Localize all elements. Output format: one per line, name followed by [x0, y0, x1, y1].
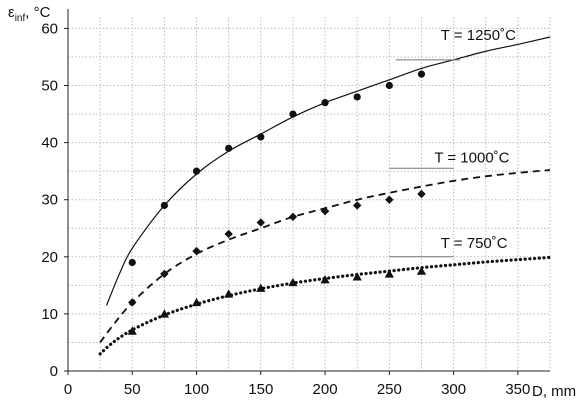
data-point-diamond — [256, 218, 265, 227]
fit-curves — [98, 36, 552, 356]
data-point-circle — [321, 99, 329, 107]
data-point-circle — [289, 110, 297, 118]
data-point-circle — [385, 81, 393, 90]
y-axis-subscript: inf — [15, 13, 26, 24]
y-axis-symbol: ε — [8, 4, 15, 21]
data-point-triangle — [256, 283, 266, 292]
x-tick-label: 250 — [377, 381, 402, 398]
grid — [68, 17, 551, 371]
data-point-triangle — [159, 309, 169, 318]
series-label-2: T = 750˚C — [441, 235, 508, 252]
data-point-circle — [257, 133, 265, 141]
data-point-diamond — [192, 246, 201, 256]
axes — [64, 9, 550, 375]
data-point-circle — [225, 144, 233, 152]
data-point-triangle — [416, 266, 427, 275]
data-point-circle — [353, 93, 361, 101]
x-tick-label: 0 — [64, 381, 72, 398]
fit-curve-series-2 — [98, 255, 552, 356]
data-point-diamond — [128, 298, 137, 307]
y-tick-label: 10 — [41, 306, 58, 323]
series-label-0: T = 1250˚C — [441, 27, 516, 44]
data-point-circle — [160, 201, 168, 210]
y-axis-label: εinf, °C — [8, 4, 51, 24]
fit-curve-series-1 — [99, 169, 551, 343]
x-tick-label: 200 — [313, 381, 338, 398]
data-point-triangle — [288, 277, 298, 287]
data-point-diamond — [385, 195, 394, 204]
data-point-circle — [192, 167, 201, 175]
fit-curve-series-0 — [106, 36, 551, 306]
data-point-triangle — [320, 275, 330, 284]
y-tick-label: 40 — [41, 135, 58, 152]
x-tick-label: 300 — [441, 381, 466, 398]
x-tick-label: 100 — [184, 381, 209, 398]
y-axis-unit: , °C — [25, 4, 50, 21]
data-point-diamond — [160, 269, 169, 279]
series-label-1: T = 1000˚C — [434, 150, 509, 167]
y-tick-label: 60 — [41, 20, 58, 37]
data-point-triangle — [191, 297, 202, 307]
data-point-diamond — [353, 201, 362, 210]
data-point-triangle — [352, 272, 362, 281]
data-point-diamond — [224, 229, 233, 239]
data-markers — [127, 70, 427, 335]
x-tick-label: 150 — [248, 381, 273, 398]
y-tick-label: 20 — [41, 249, 58, 266]
data-point-circle — [417, 70, 426, 78]
tick-labels: 0 50 100 150 200 250 300 350 0 10 20 30 40 50 60 — [41, 20, 530, 398]
x-tick-label: 50 — [124, 381, 141, 398]
data-point-diamond — [417, 189, 426, 199]
y-tick-label: 50 — [41, 78, 58, 95]
annotations: T = 1250˚C T = 1000˚C T = 750˚C — [389, 27, 516, 258]
y-tick-label: 30 — [41, 192, 58, 209]
data-point-triangle — [224, 289, 234, 298]
data-point-circle — [128, 258, 136, 267]
x-axis-label: D, mm — [532, 383, 576, 400]
x-tick-label: 350 — [505, 381, 530, 398]
data-point-triangle — [127, 326, 137, 335]
data-point-diamond — [320, 206, 330, 216]
data-point-diamond — [288, 212, 298, 222]
data-point-triangle — [384, 269, 394, 278]
y-tick-label: 0 — [50, 363, 58, 380]
